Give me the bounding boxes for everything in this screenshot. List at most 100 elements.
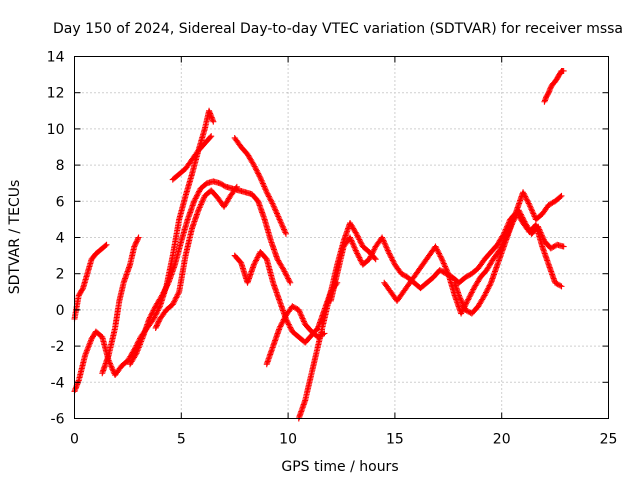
data-point (530, 212, 537, 219)
data-point (277, 322, 284, 329)
data-point (369, 249, 376, 256)
data-point (172, 295, 179, 302)
data-point (171, 298, 178, 305)
data-point (151, 306, 158, 313)
data-point (442, 263, 449, 270)
data-point (255, 171, 262, 178)
data-point (358, 240, 365, 247)
data-point (282, 229, 289, 236)
data-point (522, 193, 529, 200)
data-point (273, 209, 280, 216)
data-point (369, 250, 376, 257)
data-point (267, 196, 274, 203)
x-tick-label: 0 (70, 432, 79, 448)
data-point (400, 272, 407, 279)
data-point (381, 240, 388, 247)
data-point (253, 257, 260, 264)
data-point (164, 281, 171, 288)
data-point (265, 192, 272, 199)
data-point (251, 260, 258, 267)
data-point (103, 241, 110, 248)
data-point (280, 267, 287, 274)
data-point (153, 322, 160, 329)
data-point (544, 90, 551, 97)
data-point (286, 278, 293, 285)
data-point (355, 253, 362, 260)
x-tick-label: 25 (600, 432, 618, 448)
data-point (357, 239, 364, 246)
y-tick-label: -6 (51, 412, 65, 428)
data-point (458, 298, 465, 305)
data-point (132, 240, 139, 247)
data-point (174, 293, 181, 300)
data-point (261, 184, 268, 191)
data-point (252, 258, 259, 265)
data-point (133, 238, 140, 245)
data-point (356, 254, 363, 261)
data-point (440, 259, 447, 266)
y-tick-label: -2 (51, 339, 65, 355)
data-point (263, 187, 270, 194)
data-point (219, 181, 226, 188)
data-point (295, 306, 302, 313)
data-point (276, 325, 283, 331)
data-point (357, 257, 364, 264)
data-point (530, 210, 537, 217)
data-point (524, 197, 531, 204)
data-point (388, 254, 395, 261)
data-point (280, 316, 287, 323)
data-point (520, 217, 527, 224)
data-point (386, 250, 393, 257)
data-point (350, 243, 357, 250)
data-point (195, 189, 202, 196)
data-point (557, 282, 564, 289)
data-point (154, 321, 161, 328)
data-point (520, 189, 527, 196)
data-point (438, 267, 445, 274)
data-point (298, 312, 305, 319)
data-point (384, 246, 391, 253)
data-point (458, 310, 465, 317)
data-point (434, 247, 441, 254)
data-point (383, 244, 390, 251)
data-point (197, 201, 204, 208)
data-point (169, 301, 176, 308)
data-point (164, 282, 171, 289)
data-point (298, 314, 305, 321)
data-point (273, 210, 280, 217)
data-point (160, 289, 167, 296)
data-point (558, 192, 565, 199)
data-point (210, 118, 217, 125)
data-point (519, 214, 526, 221)
data-point (218, 180, 225, 187)
data-point (264, 190, 271, 197)
data-point (554, 281, 561, 288)
data-point (379, 234, 386, 241)
data-point (208, 133, 215, 140)
data-point (485, 285, 492, 292)
data-point (389, 256, 396, 263)
data-point (277, 323, 284, 330)
data-point (255, 253, 262, 260)
data-point (282, 230, 289, 237)
y-tick-label: 14 (47, 50, 65, 66)
data-point (460, 302, 467, 309)
data-point (265, 193, 272, 200)
data-point (464, 297, 471, 304)
data-point (348, 238, 355, 245)
data-point (285, 275, 292, 282)
data-point (436, 267, 443, 274)
data-point (457, 295, 464, 302)
data-point (286, 322, 293, 329)
data-point (435, 249, 442, 256)
data-point (436, 250, 443, 257)
data-point (357, 237, 364, 244)
data-point (299, 315, 306, 322)
data-point (291, 304, 298, 311)
data-point (199, 198, 206, 205)
data-point (372, 256, 379, 263)
data-point (287, 324, 294, 331)
data-point (485, 283, 492, 290)
data-point (131, 242, 138, 249)
